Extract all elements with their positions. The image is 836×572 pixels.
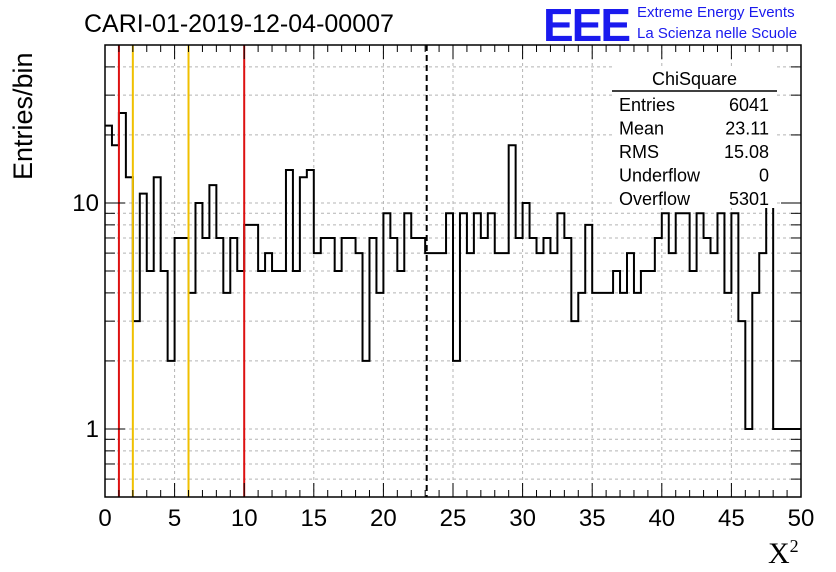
x-tick-label: 50 xyxy=(788,505,815,532)
stats-label: RMS xyxy=(619,142,659,162)
axis-ticks: 0 5 10 15 20 25 30 35 40 45 50 1 10 xyxy=(72,45,814,532)
stats-label: Overflow xyxy=(619,189,691,209)
y-tick-label: 1 xyxy=(86,416,99,443)
stats-value: 23.11 xyxy=(725,119,769,139)
x-tick-label: 40 xyxy=(648,505,675,532)
x-tick-label: 25 xyxy=(440,505,467,532)
x-tick-label: 20 xyxy=(370,505,397,532)
x-tick-label: 10 xyxy=(231,505,258,532)
eee-logo: EEE xyxy=(543,0,631,51)
x-axis-label-base: X xyxy=(768,537,790,570)
stats-value: 15.08 xyxy=(724,142,769,162)
histogram-step-line xyxy=(105,112,801,430)
stats-label: Mean xyxy=(619,119,664,139)
x-tick-label: 35 xyxy=(579,505,606,532)
stats-value: 6041 xyxy=(729,95,769,115)
histogram-series xyxy=(105,112,801,430)
marker-lines xyxy=(117,45,428,497)
y-axis-label: Entries/bin xyxy=(8,52,38,180)
stats-value: 5301 xyxy=(729,189,769,209)
stats-box: ChiSquare Entries 6041 Mean 23.11 RMS 15.08 Und… xyxy=(612,66,777,209)
y-tick-label: 10 xyxy=(72,190,99,217)
stats-value: 0 xyxy=(759,166,769,186)
logo-line-2: La Scienza nelle Scuole xyxy=(637,25,798,42)
x-tick-label: 30 xyxy=(509,505,536,532)
chart-title: CARI-01-2019-12-04-00007 xyxy=(84,10,394,38)
x-tick-label: 5 xyxy=(168,505,181,532)
stats-box-bg xyxy=(612,66,777,208)
x-axis-label-superscript: 2 xyxy=(789,536,799,556)
stats-label: Underflow xyxy=(619,166,701,186)
logo-line-1: Extreme Energy Events xyxy=(637,4,795,21)
stats-label: Entries xyxy=(619,95,675,115)
x-tick-label: 15 xyxy=(300,505,327,532)
x-tick-label: 0 xyxy=(98,505,111,532)
stats-title: ChiSquare xyxy=(652,69,737,89)
x-axis-label: X2 xyxy=(768,536,799,571)
x-tick-label: 45 xyxy=(718,505,745,532)
